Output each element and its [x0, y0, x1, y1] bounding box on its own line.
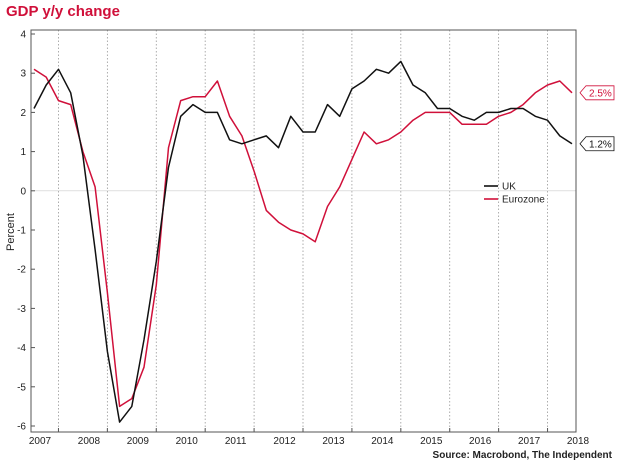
y-tick-label: -4	[17, 343, 26, 354]
x-tick-label: 2009	[127, 436, 150, 447]
source-note: Source: Macrobond, The Independent	[432, 450, 612, 461]
x-tick-label: 2012	[273, 436, 296, 447]
x-tick-label: 2010	[176, 436, 199, 447]
legend-label-uk: UK	[502, 182, 516, 193]
x-tick-label: 2007	[29, 436, 52, 447]
y-tick-label: -5	[17, 382, 26, 393]
x-tick-label: 2015	[420, 436, 443, 447]
series-line-uk	[33, 60, 573, 423]
y-tick-label: -2	[17, 265, 26, 276]
y-tick-label: 4	[20, 30, 26, 41]
y-axis-label: Percent	[5, 213, 17, 251]
end-label-eurozone: 2.5%	[589, 88, 612, 99]
chart-title: GDP y/y change	[6, 3, 120, 20]
y-tick-label: 0	[20, 186, 26, 197]
x-tick-labels: 2007 2008 2009 2010 2011 2012 2013 2014 2015 2016…	[29, 436, 590, 447]
y-tick-label: -1	[17, 226, 26, 237]
x-tick-label: 2018	[567, 436, 590, 447]
series-line-eurozone	[33, 68, 573, 408]
x-tick-label: 2011	[225, 436, 247, 447]
grid-lines	[31, 30, 576, 432]
legend-label-eurozone: Eurozone	[502, 195, 545, 206]
x-tick-label: 2016	[469, 436, 492, 447]
y-tick-label: 1	[20, 147, 26, 158]
y-tick-label: -6	[17, 422, 26, 433]
series-lines	[33, 60, 573, 423]
end-labels: 2.5% 1.2%	[579, 85, 615, 152]
y-tick-label: 2	[20, 108, 26, 119]
axes	[30, 29, 577, 433]
legend: UK Eurozone	[484, 182, 545, 206]
end-label-box-eurozone	[579, 85, 615, 101]
x-tick-label: 2014	[371, 436, 394, 447]
x-tick-label: 2008	[78, 436, 101, 447]
x-tick-label: 2017	[518, 436, 541, 447]
x-tick-label: 2013	[322, 436, 345, 447]
end-label-uk: 1.2%	[589, 139, 612, 150]
y-tick-labels: 4 3 2 1 0 -1 -2 -3 -4 -5 -6	[17, 30, 26, 433]
end-label-box-uk	[579, 136, 615, 152]
y-tick-label: -3	[17, 304, 26, 315]
plot-frame	[30, 29, 577, 433]
y-tick-label: 3	[20, 69, 26, 80]
